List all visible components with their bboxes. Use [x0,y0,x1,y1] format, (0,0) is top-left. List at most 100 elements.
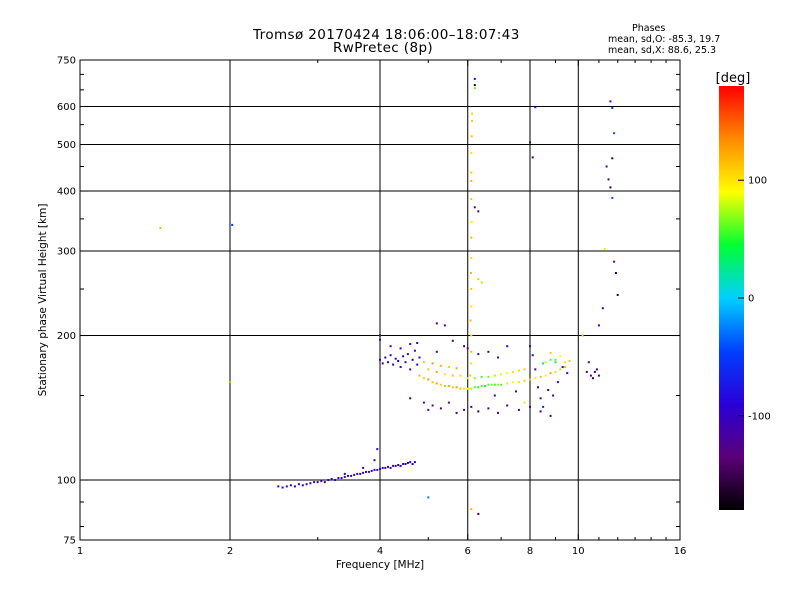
grid-layer [80,60,680,540]
echo-point [542,362,545,365]
echo-point [477,278,480,281]
x-tick-label: 4 [377,546,383,557]
x-tick-label: 1 [77,546,83,557]
echo-point [531,156,534,159]
echo-point [455,411,458,414]
echo-point [554,370,557,373]
echo-point [523,368,526,371]
echo-point [497,411,499,414]
echo-point [435,322,438,325]
echo-point [439,383,442,386]
echo-point [466,387,469,390]
echo-point [566,372,569,375]
echo-point [473,386,476,389]
echo-point [409,461,412,464]
echo-point [500,383,503,386]
chart-title-line1: Tromsø 20170424 18:06:00–18:07:43 [253,27,520,43]
echo-point [470,152,473,154]
echo-point [231,223,234,226]
phases-title: Phases [632,23,666,34]
echo-point [373,459,376,462]
echo-point [477,512,480,515]
echo-point [506,345,509,348]
echo-point [392,464,395,467]
echo-point [394,464,397,467]
echo-point [500,373,503,376]
echo-point [406,462,409,464]
echo-point [353,473,356,476]
echo-point [455,386,458,389]
echo-point [459,387,462,390]
echo-point [490,383,493,386]
echo-point [431,362,434,365]
echo-point [554,358,557,361]
echo-point [512,370,515,373]
echo-point [563,361,566,364]
echo-point [404,463,407,465]
echo-point [515,390,517,393]
echo-point [597,374,600,377]
echo-point [463,408,466,411]
echo-point [544,361,547,364]
echo-point [549,358,552,361]
echo-point [451,374,454,377]
echo-point [413,461,416,464]
echo-point [362,471,365,474]
points-layer [159,77,619,515]
echo-point [591,377,594,380]
echo-point [547,389,550,391]
echo-point [581,334,584,337]
echo-point [413,349,416,352]
echo-point [439,364,442,367]
echo-point [473,206,476,209]
echo-point [473,77,476,80]
echo-point [470,220,473,223]
echo-point [404,361,407,364]
echo-point [431,404,434,407]
x-axis-label: Frequency [MHz] [336,559,424,571]
echo-point [409,397,412,400]
echo-point [568,360,571,362]
echo-point [427,496,430,499]
echo-point [477,210,480,213]
echo-point [487,383,490,386]
echo-point [470,288,473,290]
echo-point [343,472,346,475]
echo-point [470,257,473,260]
y-tick-label: 75 [63,536,76,547]
echo-point [493,383,496,386]
echo-point [468,387,471,390]
y-tick-label: 200 [57,331,76,342]
echo-point [506,404,509,407]
echo-point [539,375,542,378]
echo-point [443,373,446,376]
colorbar-tick-label: 100 [748,176,767,187]
y-tick-label: 400 [57,187,76,198]
echo-point [379,467,381,470]
echo-point [362,466,365,469]
echo-point [473,87,476,90]
echo-point [470,198,473,200]
echo-point [471,119,473,122]
echo-point [323,481,326,484]
echo-point [356,472,359,475]
echo-point [330,478,333,480]
echo-point [595,368,598,371]
x-tick-label: 6 [465,546,471,557]
echo-point [343,475,346,478]
echo-point [613,132,616,135]
echo-point [411,358,414,361]
echo-point [376,468,379,471]
echo-point [470,135,473,138]
echo-point [394,357,397,360]
echo-point [473,84,476,87]
echo-point [552,394,555,397]
echo-point [523,379,526,382]
echo-point [529,141,531,144]
echo-point [539,410,542,413]
echo-point [416,363,419,366]
echo-point [350,474,353,477]
echo-point [512,381,515,384]
echo-point [614,272,617,274]
echo-point [387,361,389,364]
